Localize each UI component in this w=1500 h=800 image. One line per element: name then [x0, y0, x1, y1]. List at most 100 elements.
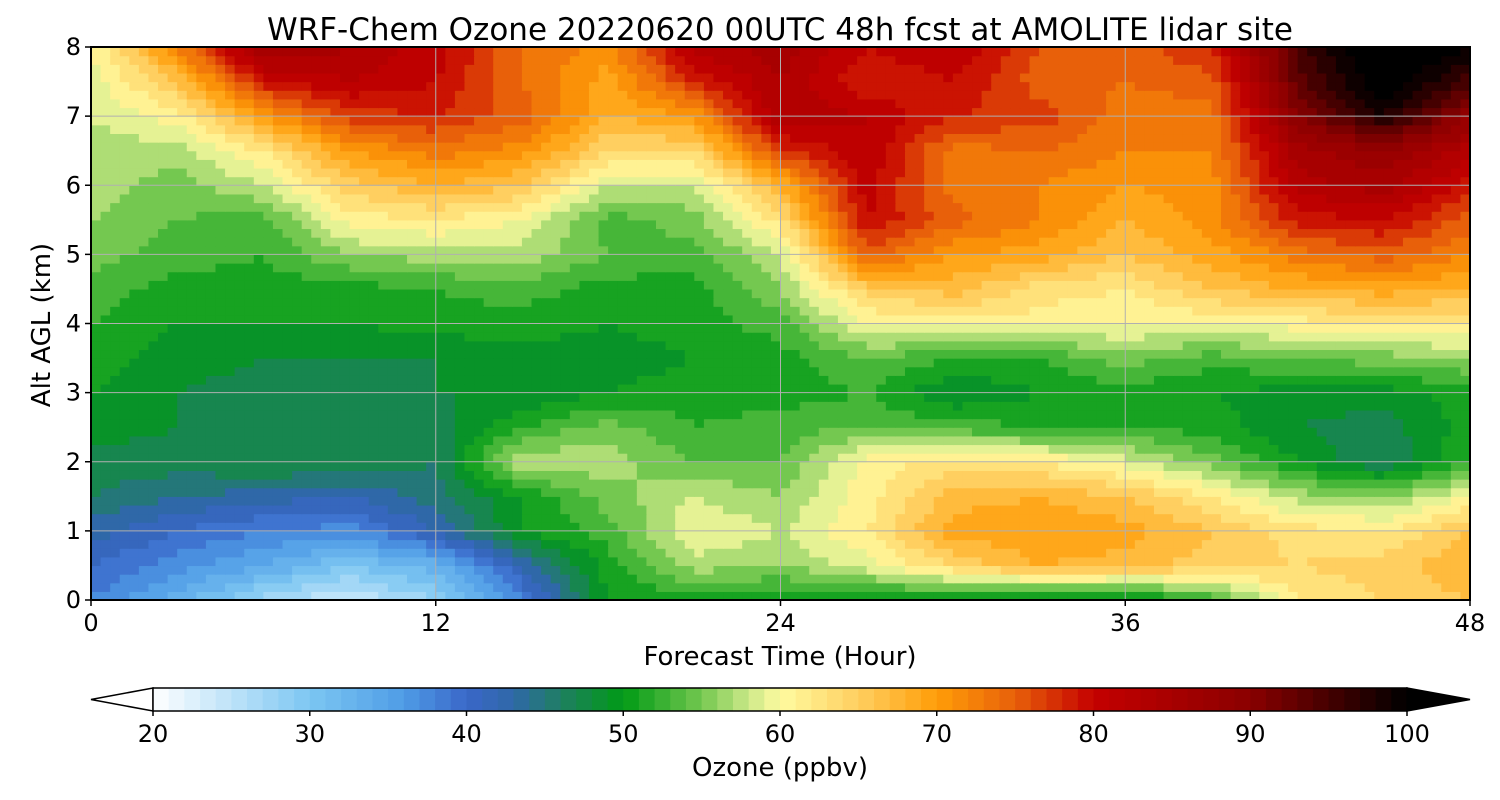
heatmap-cell: [617, 582, 628, 592]
heatmap-cell: [627, 513, 638, 523]
heatmap-cell: [416, 332, 427, 342]
heatmap-cell: [1326, 530, 1337, 541]
heatmap-cell: [617, 574, 628, 584]
heatmap-cell: [1201, 427, 1213, 437]
heatmap-cell: [148, 453, 159, 463]
heatmap-cell: [1029, 340, 1040, 351]
heatmap-cell: [981, 366, 992, 376]
heatmap-cell: [426, 401, 437, 411]
heatmap-cell: [244, 479, 255, 489]
heatmap-cell: [732, 496, 743, 506]
heatmap-cell: [339, 314, 351, 325]
heatmap-cell: [876, 574, 887, 584]
heatmap-cell: [129, 522, 140, 532]
heatmap-cell: [560, 453, 571, 463]
heatmap-cell: [617, 366, 628, 376]
heatmap-cell: [1048, 548, 1059, 558]
heatmap-cell: [186, 504, 197, 515]
heatmap-cell: [541, 392, 552, 402]
heatmap-cell: [272, 504, 284, 515]
heatmap-cell: [1211, 470, 1222, 480]
heatmap-cell: [943, 548, 954, 558]
heatmap-cell: [531, 409, 542, 420]
heatmap-cell: [837, 297, 849, 307]
heatmap-cell: [972, 427, 983, 437]
heatmap-cell: [1058, 556, 1069, 567]
heatmap-cell: [799, 487, 810, 497]
heatmap-cell: [1268, 496, 1280, 506]
heatmap-cell: [1355, 366, 1366, 376]
heatmap-cell: [981, 383, 992, 394]
heatmap-cell: [866, 427, 877, 437]
heatmap-cell: [387, 297, 399, 307]
heatmap-cell: [1345, 444, 1356, 454]
heatmap-cell: [512, 504, 523, 515]
heatmap-cell: [550, 504, 561, 515]
heatmap-cell: [818, 418, 829, 428]
heatmap-cell: [809, 366, 820, 376]
heatmap-cell: [349, 358, 360, 368]
heatmap-cell: [1393, 435, 1404, 446]
heatmap-cell: [1096, 349, 1107, 359]
heatmap-cell: [1355, 479, 1366, 489]
heatmap-cell: [895, 401, 906, 411]
heatmap-cell: [359, 565, 370, 575]
heatmap-cell: [100, 409, 111, 420]
heatmap-cell: [1383, 392, 1394, 402]
heatmap-cell: [837, 409, 849, 420]
heatmap-cell: [1019, 444, 1031, 454]
heatmap-cell: [1067, 409, 1078, 420]
heatmap-cell: [933, 556, 944, 567]
heatmap-cell: [1144, 418, 1155, 428]
heatmap-cell: [1326, 444, 1337, 454]
heatmap-cell: [464, 522, 475, 532]
heatmap-cell: [1048, 496, 1059, 506]
heatmap-cell: [703, 306, 715, 316]
heatmap-cell: [713, 340, 724, 351]
heatmap-cell: [1431, 548, 1442, 558]
heatmap-cell: [1134, 548, 1146, 558]
heatmap-cell: [1288, 409, 1299, 420]
heatmap-cell: [368, 392, 379, 402]
heatmap-cell: [493, 444, 504, 454]
heatmap-cell: [876, 427, 887, 437]
heatmap-cell: [684, 530, 695, 541]
heatmap-cell: [531, 427, 542, 437]
heatmap-cell: [138, 306, 150, 316]
heatmap-cell: [330, 444, 341, 454]
heatmap-cell: [292, 392, 303, 402]
heatmap-cell: [1259, 582, 1270, 592]
heatmap-cell: [799, 306, 810, 316]
heatmap-cell: [1058, 444, 1069, 454]
heatmap-cell: [464, 556, 475, 567]
heatmap-cell: [1115, 487, 1126, 497]
heatmap-cell: [512, 479, 523, 489]
heatmap-cell: [359, 504, 370, 515]
heatmap-cell: [780, 574, 791, 584]
heatmap-cell: [521, 340, 533, 351]
heatmap-cell: [1383, 522, 1394, 532]
heatmap-cell: [1259, 409, 1270, 420]
heatmap-cell: [1278, 565, 1289, 575]
heatmap-cell: [1201, 314, 1213, 325]
heatmap-cell: [1259, 461, 1270, 471]
heatmap-cell: [636, 366, 648, 376]
heatmap-cell: [761, 556, 772, 567]
heatmap-cell: [569, 591, 580, 600]
heatmap-cell: [818, 392, 829, 402]
heatmap-cell: [483, 504, 494, 515]
heatmap-cell: [426, 504, 437, 515]
heatmap-cell: [550, 375, 561, 385]
heatmap-cell: [790, 470, 801, 480]
heatmap-cell: [301, 297, 312, 307]
heatmap-cell: [636, 332, 648, 342]
heatmap-cell: [1364, 366, 1375, 376]
heatmap-cell: [454, 427, 466, 437]
heatmap-cell: [158, 453, 169, 463]
heatmap-cell: [703, 435, 715, 446]
heatmap-cell: [464, 513, 475, 523]
heatmap-cell: [129, 453, 140, 463]
heatmap-cell: [933, 358, 944, 368]
heatmap-cell: [837, 470, 849, 480]
heatmap-cell: [359, 530, 370, 541]
